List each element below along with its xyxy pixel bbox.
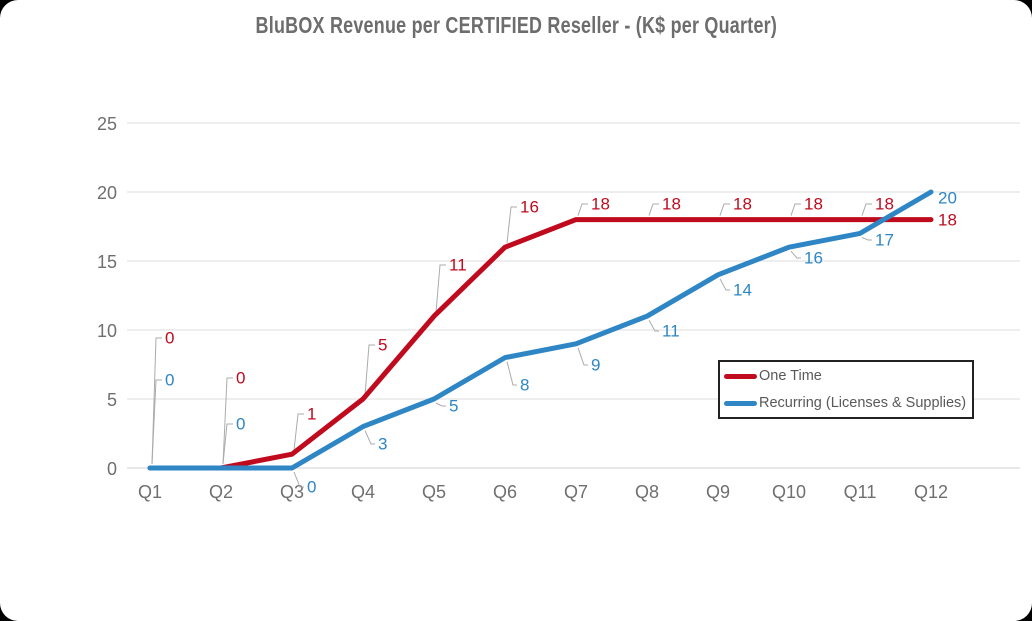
data-label-leader (364, 344, 375, 396)
data-label: 18 (875, 195, 894, 214)
data-label: 11 (449, 256, 467, 275)
x-axis-label: Q12 (914, 482, 948, 502)
data-label: 0 (307, 478, 316, 497)
legend-item-one-time: One Time (724, 363, 972, 389)
data-label: 0 (165, 371, 174, 390)
data-label-leader (648, 319, 659, 332)
x-axis-label: Q5 (422, 482, 446, 502)
x-axis-label: Q1 (138, 482, 162, 502)
chart-title: BluBOX Revenue per CERTIFIED Reseller - … (0, 12, 1032, 39)
y-tick-label: 10 (97, 321, 117, 341)
x-axis-label: Q7 (564, 482, 588, 502)
data-label-leader (364, 430, 375, 445)
data-label: 17 (875, 231, 894, 250)
data-label: 16 (804, 249, 823, 268)
data-label-leader (506, 361, 517, 386)
data-label: 20 (938, 189, 957, 208)
data-label: 18 (733, 195, 752, 214)
recurring-line (147, 189, 934, 471)
y-tick-label: 0 (107, 459, 117, 479)
one-time-line (147, 217, 934, 471)
y-tick-label: 20 (97, 183, 117, 203)
x-axis-label: Q4 (351, 482, 375, 502)
x-axis-label: Q2 (209, 482, 233, 502)
x-axis-label: Q8 (635, 482, 659, 502)
data-label-leader (293, 413, 304, 451)
legend: One Time Recurring (Licenses & Supplies) (718, 360, 974, 419)
data-label: 18 (938, 211, 957, 230)
data-label-leader (577, 347, 588, 366)
y-tick-label: 15 (97, 252, 117, 272)
recurring-line-swatch (724, 400, 757, 406)
data-label-leader (790, 250, 801, 259)
one-time-line-swatch (724, 373, 757, 379)
data-label: 0 (236, 369, 245, 388)
legend-item-recurring: Recurring (Licenses & Supplies) (724, 390, 972, 416)
data-label: 18 (591, 195, 610, 214)
data-label: 5 (378, 336, 387, 355)
data-label-leader (861, 236, 872, 241)
x-axis-label: Q3 (280, 482, 304, 502)
data-label-leader (222, 423, 233, 465)
y-tick-label: 25 (97, 114, 117, 134)
data-label-leader (151, 379, 162, 465)
data-label: 0 (236, 415, 245, 434)
x-axis-label: Q6 (493, 482, 517, 502)
y-tick-label: 5 (107, 390, 117, 410)
legend-label-recurring: Recurring (Licenses & Supplies) (759, 395, 967, 411)
data-label: 18 (804, 195, 823, 214)
chart-title-text: BluBOX Revenue per CERTIFIED Reseller - … (255, 12, 777, 38)
data-label-leader (435, 402, 446, 407)
data-label-leader (577, 203, 588, 216)
data-label: 5 (449, 397, 458, 416)
data-label: 16 (520, 198, 539, 217)
data-label-leader (861, 203, 872, 216)
data-label: 9 (591, 356, 600, 375)
data-label-leader (293, 471, 304, 488)
data-label-leader (719, 278, 730, 291)
data-label-leader (648, 203, 659, 216)
x-axis-label: Q9 (706, 482, 730, 502)
data-label: 14 (733, 281, 752, 300)
data-label: 11 (662, 322, 680, 341)
data-label: 0 (165, 329, 174, 348)
data-label-leader (506, 206, 517, 244)
data-label: 1 (307, 405, 316, 424)
data-label: 3 (378, 435, 387, 454)
x-axis-label: Q11 (844, 482, 877, 502)
legend-label-one-time: One Time (759, 368, 822, 384)
data-label-leader (790, 203, 801, 216)
data-label-leader (222, 377, 233, 465)
data-label: 18 (662, 195, 681, 214)
data-label-leader (719, 203, 730, 216)
data-label-leader (435, 264, 446, 313)
x-axis-label: Q10 (772, 482, 806, 502)
data-label: 8 (520, 376, 529, 395)
data-label-leader (151, 337, 162, 465)
